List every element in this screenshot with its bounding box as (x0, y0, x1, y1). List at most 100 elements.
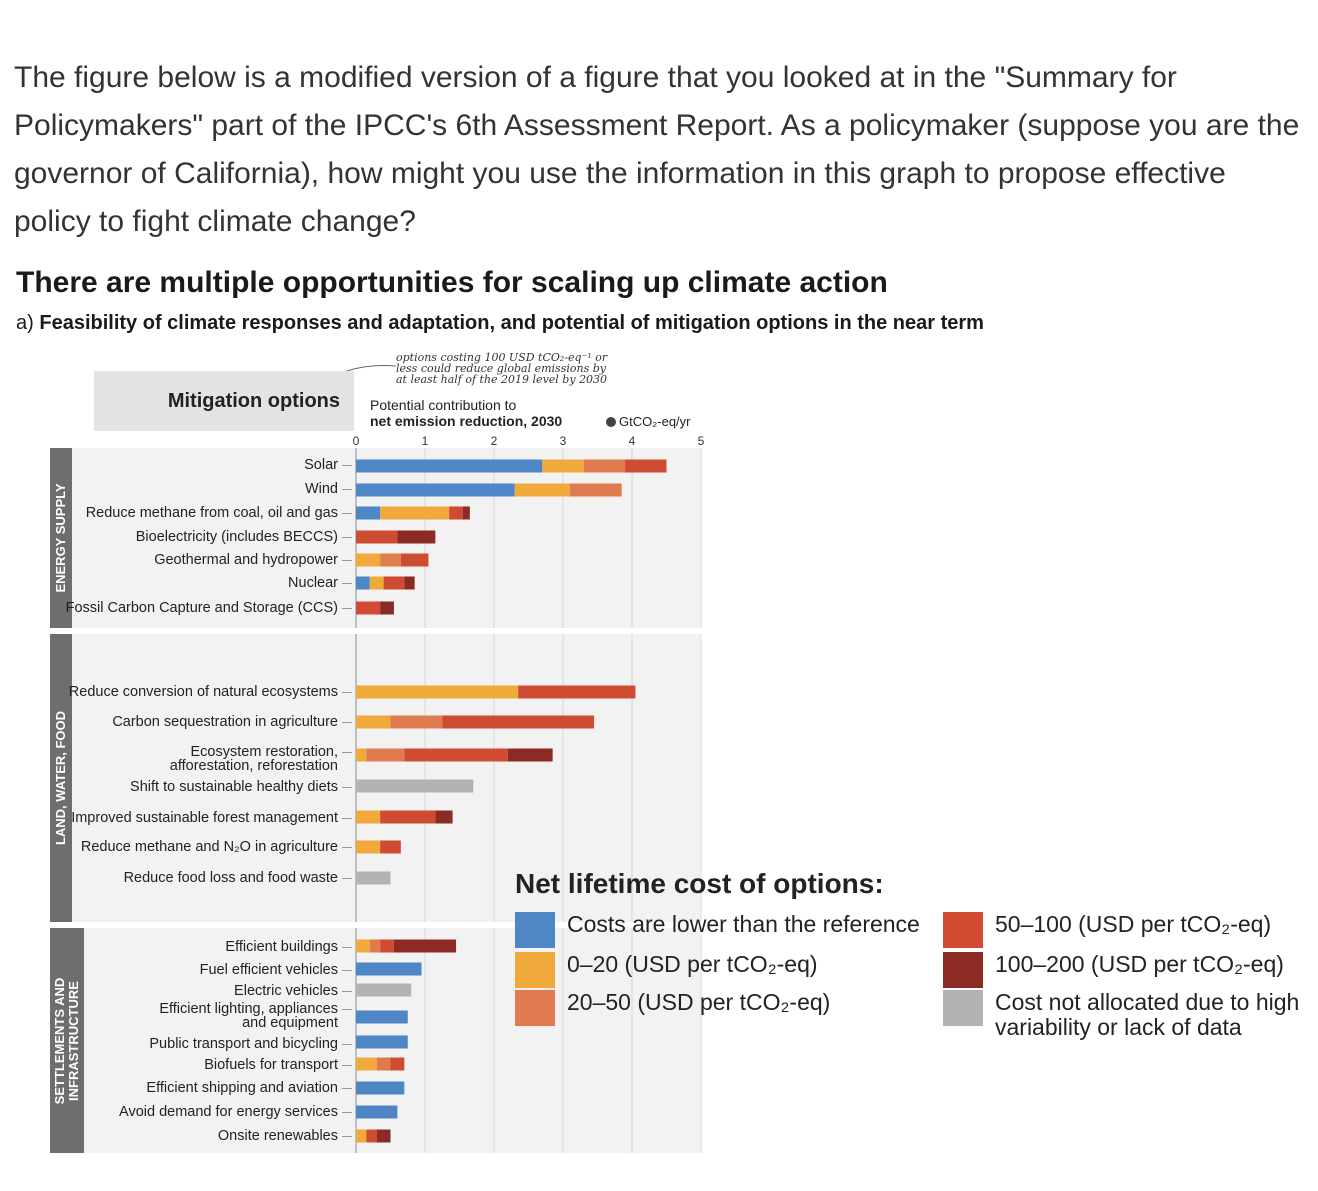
bar-segment-c100_200 (380, 601, 394, 615)
legend-swatch (515, 990, 555, 1026)
bar-segment-c20_50 (569, 483, 622, 497)
bar-segment-c100_200 (507, 748, 553, 762)
unit-text: GtCO₂-eq/yr (619, 414, 691, 429)
bar-segment-lower (356, 483, 515, 497)
option-label-electric-vehicles: Electric vehicles (234, 983, 352, 999)
bar-segment-c0_20 (356, 1057, 377, 1071)
x-tick-label: 1 (421, 434, 429, 448)
bar-segment-c50_100 (442, 715, 595, 729)
bar-segment-c0_20 (356, 1129, 367, 1143)
bar-segment-c0_20 (356, 939, 370, 953)
subtitle-text: Feasibility of climate responses and ada… (39, 312, 984, 334)
bar-segment-c50_100 (449, 506, 463, 520)
bar-segment-c0_20 (369, 576, 384, 590)
option-label-biofuels: Biofuels for transport (204, 1057, 352, 1073)
option-label-avoid-demand: Avoid demand for energy services (119, 1104, 352, 1120)
option-label-nuclear: Nuclear (288, 575, 352, 591)
bar-segment-c50_100 (404, 748, 508, 762)
unit-label: GtCO₂-eq/yr (606, 414, 691, 429)
legend-swatch (943, 912, 983, 948)
bar-segment-c0_20 (542, 459, 584, 473)
bar-segment-c50_100 (356, 530, 398, 544)
bar-segment-c50_100 (380, 840, 401, 854)
x-tick-label: 4 (628, 434, 636, 448)
bar-segment-c0_20 (356, 685, 519, 699)
bar-segment-na (356, 983, 412, 997)
option-label-shipping-aviation: Efficient shipping and aviation (146, 1080, 352, 1096)
legend-swatch (943, 952, 983, 988)
bar-segment-c50_100 (390, 1057, 405, 1071)
option-label-healthy-diets: Shift to sustainable healthy diets (130, 779, 352, 795)
sector-label-energy-supply: ENERGY SUPPLY (50, 448, 72, 628)
option-label-food-waste: Reduce food loss and food waste (123, 870, 353, 886)
annotation-line: at least half of the 2019 level by 2030 (396, 373, 608, 386)
option-label-wind: Wind (304, 481, 353, 497)
bar-segment-c20_50 (380, 553, 401, 567)
bar-segment-c100_200 (376, 1129, 391, 1143)
bar-segment-lower (356, 576, 370, 590)
bar-segment-c50_100 (356, 601, 381, 615)
option-label-carbon-sequestration: Carbon sequestration in agriculture (112, 714, 352, 730)
bar-segment-na (356, 871, 391, 885)
bar-segment-na (356, 779, 474, 793)
annotation-line: less could reduce global emissions by (396, 362, 606, 375)
option-label-geothermal: Geothermal and hydropower (154, 552, 352, 568)
x-tick-label: 3 (559, 434, 567, 448)
figure-subtitle: a) Feasibility of climate responses and … (16, 312, 984, 335)
bar-segment-c100_200 (393, 939, 457, 953)
question-text: The figure below is a modified version o… (14, 61, 1300, 238)
option-label-efficient-lighting: Efficient lighting, appliances and equip… (159, 1001, 352, 1031)
bar-segment-c50_100 (518, 685, 636, 699)
option-label-fuel-efficient-vehicles: Fuel efficient vehicles (199, 962, 353, 978)
subtitle-prefix: a) (16, 312, 34, 334)
bar-segment-c50_100 (380, 810, 436, 824)
bar-segment-c20_50 (390, 715, 443, 729)
legend-swatch (515, 912, 555, 948)
bar-segment-c50_100 (380, 939, 394, 953)
sector-label-land-water-food: LAND, WATER, FOOD (50, 634, 72, 922)
bar-segment-c20_50 (369, 939, 381, 953)
legend-swatch (515, 952, 555, 988)
legend: Net lifetime cost of options: Costs are … (515, 866, 1299, 1051)
bar-segment-c0_20 (356, 553, 381, 567)
x-tick-label: 5 (697, 434, 705, 448)
legend-label: Costs are lower than the reference (567, 911, 920, 937)
option-label-methane-fossil: Reduce methane from coal, oil and gas (85, 505, 353, 521)
legend-label: 20–50 (USD per tCO₂-eq) (567, 989, 831, 1015)
bar-segment-c100_200 (435, 810, 453, 824)
axis-title-line2: net emission reduction, 2030 (370, 413, 563, 429)
legend-label: Cost not allocated due to high variabili… (995, 989, 1300, 1040)
bar-segment-lower (356, 506, 381, 520)
bar-segment-c0_20 (356, 810, 381, 824)
bar-segment-c100_200 (397, 530, 436, 544)
legend-label: 100–200 (USD per tCO₂-eq) (995, 951, 1284, 977)
bar-segment-lower (356, 1010, 408, 1024)
bar-segment-c20_50 (376, 1057, 391, 1071)
co2-cloud-icon (606, 417, 616, 427)
x-tick-label: 2 (490, 434, 498, 448)
legend-label: 0–20 (USD per tCO₂-eq) (567, 951, 818, 977)
option-label-efficient-buildings: Efficient buildings (225, 939, 352, 955)
bar-segment-c0_20 (380, 506, 450, 520)
bar-segment-lower (356, 1081, 405, 1095)
bar-segment-c50_100 (400, 553, 429, 567)
figure-title: There are multiple opportunities for sca… (16, 266, 888, 299)
axis-title: Potential contribution to net emission r… (370, 397, 562, 429)
bar-segment-c20_50 (366, 748, 405, 762)
bar-segment-c0_20 (514, 483, 570, 497)
option-label-onsite-renewables: Onsite renewables (217, 1128, 353, 1144)
axis-title-line1: Potential contribution to (370, 397, 517, 413)
bar-segment-c0_20 (356, 840, 381, 854)
option-label-methane-agriculture: Reduce methane and N₂O in agriculture (80, 839, 353, 855)
bar-segment-c50_100 (366, 1129, 377, 1143)
annotation-line: options costing 100 USD tCO₂-eq⁻¹ or (396, 351, 608, 364)
mitigation-options-header: Mitigation options (167, 390, 340, 412)
option-label-fossil-ccs: Fossil Carbon Capture and Storage (CCS) (65, 600, 353, 616)
option-label-solar: Solar (304, 457, 352, 473)
bar-segment-c0_20 (356, 748, 367, 762)
bar-segment-lower (356, 459, 543, 473)
sector-label-settlements: SETTLEMENTS AND INFRASTRUCTURE (50, 928, 84, 1153)
bar-segment-c0_20 (356, 715, 391, 729)
mitigation-header-box (94, 371, 354, 431)
